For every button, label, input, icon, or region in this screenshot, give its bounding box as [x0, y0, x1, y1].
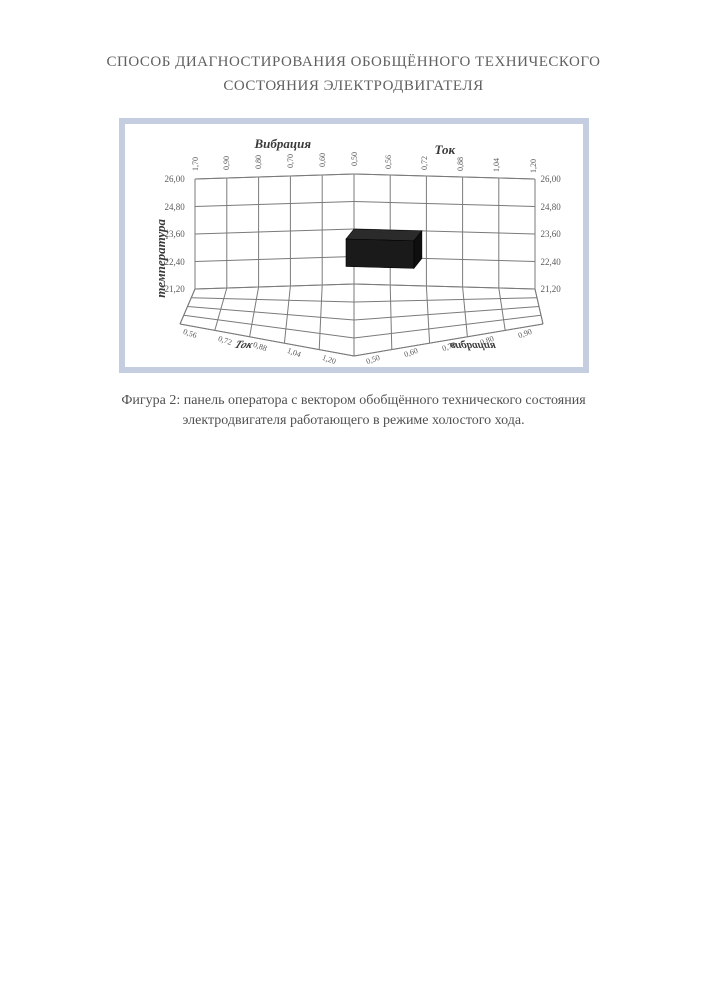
tick: 22,40: [165, 257, 185, 267]
axis-label-tok-top: Ток: [435, 142, 456, 158]
tick: 0,90: [222, 156, 231, 170]
chart-panel-frame: Вибрация Ток температура Ток вибрация 1,…: [119, 118, 589, 373]
tick: 21,20: [541, 284, 561, 294]
tick: 22,40: [541, 257, 561, 267]
title-line-2: СОСТОЯНИЯ ЭЛЕКТРОДВИГАТЕЛЯ: [50, 74, 657, 98]
tick: 0,60: [318, 153, 327, 167]
axis-label-vibration-top: Вибрация: [255, 136, 312, 152]
tick: 23,60: [541, 229, 561, 239]
title-line-1: СПОСОБ ДИАГНОСТИРОВАНИЯ ОБОБЩЁННОГО ТЕХН…: [50, 50, 657, 74]
tick: 26,00: [165, 174, 185, 184]
tick: 0,56: [384, 155, 393, 169]
tick: 24,80: [541, 202, 561, 212]
caption-line-2: электродвигателя работающего в режиме хо…: [182, 413, 524, 428]
tick: 0,70: [286, 154, 295, 168]
document-page: СПОСОБ ДИАГНОСТИРОВАНИЯ ОБОБЩЁННОГО ТЕХН…: [0, 0, 707, 1000]
tick: 0,88: [456, 157, 465, 171]
caption-line-1: Фигура 2: панель оператора с вектором об…: [121, 393, 585, 408]
figure-caption: Фигура 2: панель оператора с вектором об…: [50, 391, 657, 432]
tick: 0,80: [254, 155, 263, 169]
tick: 21,20: [165, 284, 185, 294]
tick: 24,80: [165, 202, 185, 212]
tick: 23,60: [165, 229, 185, 239]
tick: 0,72: [420, 156, 429, 170]
tick: 1,70: [191, 157, 200, 171]
chart-3d: Вибрация Ток температура Ток вибрация 1,…: [125, 124, 583, 367]
tick: 0,50: [350, 152, 359, 166]
tick: 1,20: [529, 159, 538, 173]
title-block: СПОСОБ ДИАГНОСТИРОВАНИЯ ОБОБЩЁННОГО ТЕХН…: [50, 50, 657, 98]
tick: 1,04: [492, 158, 501, 172]
tick: 26,00: [541, 174, 561, 184]
